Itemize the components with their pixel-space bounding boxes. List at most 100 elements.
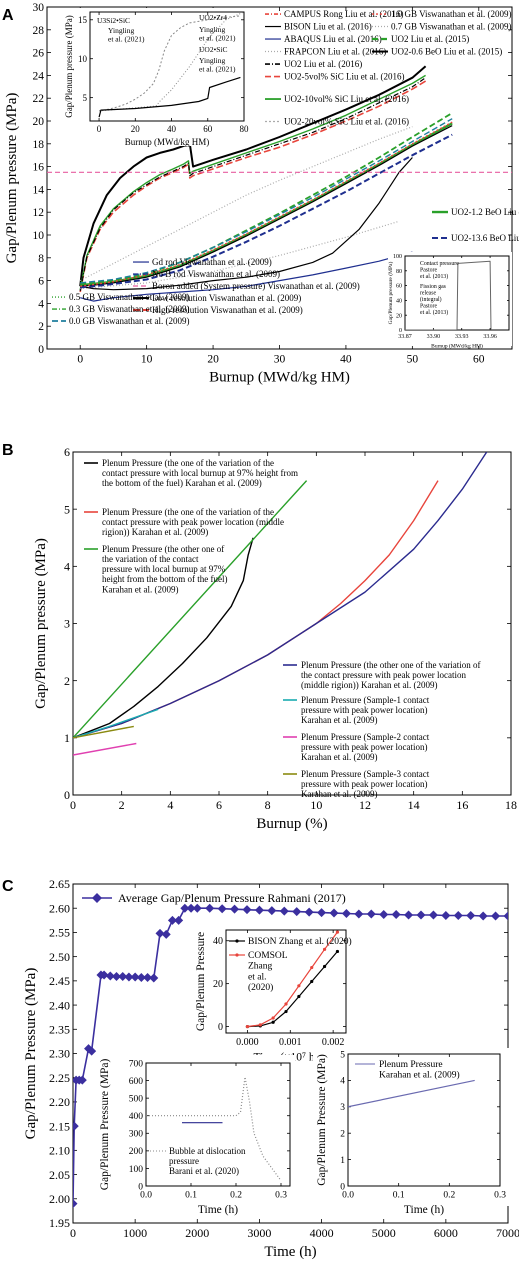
panel-a-series-9	[80, 125, 453, 287]
panel-c-marker	[453, 910, 463, 920]
panel-c-marker	[130, 972, 140, 982]
panel-c-ytick-label: 2.05	[49, 1168, 70, 1182]
panel-b-label: B	[2, 442, 14, 459]
panel-c-ytick-label: 2.10	[49, 1144, 70, 1158]
panel-a-legend-right-2-text: UO2 Liu et al. (2015)	[391, 34, 469, 44]
panel-a-legend-right-3-text: UO2-0.6 BeO Liu et al. (2015)	[391, 47, 502, 57]
panel-c-inset1-marker	[245, 1024, 250, 1029]
panel-c-inset1-marker	[258, 1023, 262, 1027]
panel-c-inset1-series-0	[247, 951, 338, 1028]
panel-c-marker	[161, 929, 171, 939]
panel-c-ylabel: Gap/Plenum Pressure (MPa)	[23, 968, 39, 1140]
panel-c-marker	[105, 971, 115, 981]
panel-b-legend-text-2: Plenum Pressure (the other one of the var…	[102, 544, 227, 594]
panel-c-ytick-label: 2.50	[49, 950, 70, 964]
panel-c-inset3-xlabel: Time (h)	[404, 1204, 444, 1216]
panel-a-inset1-annot-3: Yingling et al. (2021)	[199, 25, 236, 42]
panel-c-marker	[279, 906, 289, 916]
panel-c-marker	[99, 970, 109, 980]
panel-c-inset2-xlabel: Time (h)	[198, 1204, 238, 1216]
panel-c-inset2-ytick-label: 700	[129, 1059, 144, 1069]
panel-c-inset3-legend-text: Plenum Pressure Karahan et al. (2009)	[379, 1060, 460, 1081]
panel-c-inset3-xtick-label: 0.3	[494, 1191, 506, 1201]
panel-a-series-7	[80, 251, 413, 302]
panel-c-xtick-label: 7000	[496, 1226, 519, 1240]
panel-c-marker	[478, 911, 488, 921]
panel-a-legend-left-0: CAMPUS Rong Liu et al. (2016)	[265, 9, 404, 19]
panel-c-marker	[428, 910, 438, 920]
panel-b-xtick-label: 2	[119, 798, 125, 812]
panel-a-inset1-series-2	[98, 76, 241, 118]
panel-a-xtick-label: 50	[407, 354, 419, 366]
panel-a-label: A	[2, 7, 14, 24]
panel-c-marker	[87, 1046, 97, 1056]
panel-c-inset2-frame	[145, 1062, 291, 1187]
panel-a-inset2-xlabel: Burnup (MWd/kg HM)	[431, 343, 483, 350]
panel-c-inset3-ytick-label: 3	[340, 1103, 345, 1113]
panel-c-ytick-label: 2.65	[49, 877, 70, 891]
panel-c-inset2-bg	[100, 1055, 295, 1205]
panel-c-ytick-label: 2.15	[49, 1119, 70, 1133]
panel-b-xtick-label: 6	[216, 798, 222, 812]
panel-c-inset3-ytick-label: 5	[340, 1050, 345, 1060]
panel-a-ytick-label: 20	[33, 116, 45, 128]
panel-c-inset1-legend-text-1: COMSOL Zhang et al. (2020)	[248, 951, 288, 993]
panel-c-ytick-label: 1.95	[49, 1216, 70, 1230]
panel-c-marker	[77, 1075, 87, 1085]
panel-a-legend-left-0-text: CAMPUS Rong Liu et al. (2016)	[284, 9, 404, 19]
panel-a-inset1-xlabel: Burnup (MWd/kg HM)	[125, 137, 210, 147]
panel-a-inset1-frame	[89, 11, 245, 122]
panel-a-inset1-ylabel: Gap/Plenum pressure (MPa)	[64, 15, 74, 117]
panel-b-xtick-label: 8	[265, 798, 271, 812]
panel-a-inset1-axes: 0 20 40 60 80 5 10 15 Burnup (MWd/kg HM) Gap/Plen…	[64, 11, 249, 147]
panel-c-inset1-legend-1: COMSOL Zhang et al. (2020)	[229, 951, 288, 993]
panel-c-axes: 0 1000 2000 3000 4000 5000 6000 70001.952.002.0…	[23, 877, 519, 1260]
panel-c-inset2-xtick-label: 0.3	[275, 1191, 287, 1201]
panel-a-ytick-label: 28	[33, 25, 45, 37]
panel-c-inset1-xtick-label: 0.000	[236, 1037, 259, 1048]
panel-c-marker	[192, 903, 202, 913]
panel-c-inset1-ytick-label: 0	[218, 1022, 223, 1033]
panel-b-ytick-label: 5	[64, 502, 70, 516]
panel-c-inset1-marker	[271, 1020, 275, 1024]
panel-b-ylabel: Gap/Plenum pressure (MPa)	[33, 538, 49, 709]
panel-c-marker	[143, 972, 153, 982]
panel-c-marker	[292, 907, 302, 917]
panel-c-inset1-legend-dot-0	[235, 939, 239, 943]
panel-c-inset1-marker	[335, 930, 340, 934]
panel-c-ytick-label: 2.55	[49, 926, 70, 940]
panel-c-legend-marker	[92, 893, 102, 903]
panel-c-marker	[391, 910, 401, 920]
panel-b-legend-text-5: Plenum Pressure (Sample-2 contact pressur…	[301, 732, 430, 762]
panel-c-inset2-legend-text: Bubble at dislocation pressure Barani et a…	[169, 1146, 246, 1176]
panel-a-ytick-label: 4	[38, 298, 44, 310]
panel-a-legend-bottom-3-text: Low resolution Viswanathan et al. (2009)	[152, 293, 301, 303]
panel-a-inset1-ytick-label: 15	[78, 15, 88, 25]
panel-c-marker	[329, 908, 339, 918]
panel-a-inset1-xtick-label: 40	[167, 124, 177, 134]
panel-a-inset1-annot-1: Yingling et al. (2021)	[108, 26, 145, 43]
panel-a-ytick-label: 24	[33, 70, 45, 82]
panel-c-inset3-axes: 0.0 0.1 0.2 0.3 0 1 2 3 4 5 Time (h) Gap/Plenum Pre…	[316, 1050, 506, 1216]
panel-a-legend-left-3: FRAPCON Liu et al. (2016)	[265, 47, 386, 57]
panel-c-marker	[73, 1121, 79, 1131]
panel-b-legend-5: Plenum Pressure (Sample-2 contact pressur…	[283, 732, 430, 762]
panel-c-marker	[167, 915, 177, 925]
charts-layer: 0 10 20 30 40 50 60024681012141618202224262830…	[4, 2, 519, 1260]
panel-a-xtick-label: 0	[77, 354, 83, 366]
panel-b-legend-3: Plenum Pressure (the other one of the va…	[283, 660, 480, 690]
panel-c-inset1-marker	[322, 947, 327, 951]
panel-a-legend-right-2: UO2 Liu et al. (2015)	[372, 34, 469, 44]
panel-a-xlabel: Burnup (MWd/kg HM)	[209, 370, 350, 386]
panel-a-series-4	[79, 126, 413, 282]
panel-a-inset2-ytick-label: 100	[393, 254, 402, 260]
panel-a-inset2-series-0	[405, 260, 492, 330]
panel-c-inset3-xtick-label: 0.1	[393, 1191, 405, 1201]
panel-b-ytick-label: 3	[64, 617, 70, 631]
panel-a-inset2-ytick-label: 60	[396, 284, 402, 290]
panel-c-inset2-xtick-label: 0.1	[185, 1191, 197, 1201]
panel-a-legend-left-7-text: UO2-20vol% SiC Liu et al. (2016)	[284, 117, 409, 127]
panel-a-inset2-xtick-label: 33.90	[427, 334, 441, 340]
panel-c-legend-text: Average Gap/Plenum Pressure Rahmani (201…	[118, 891, 346, 905]
panel-a-series-12	[80, 118, 453, 284]
